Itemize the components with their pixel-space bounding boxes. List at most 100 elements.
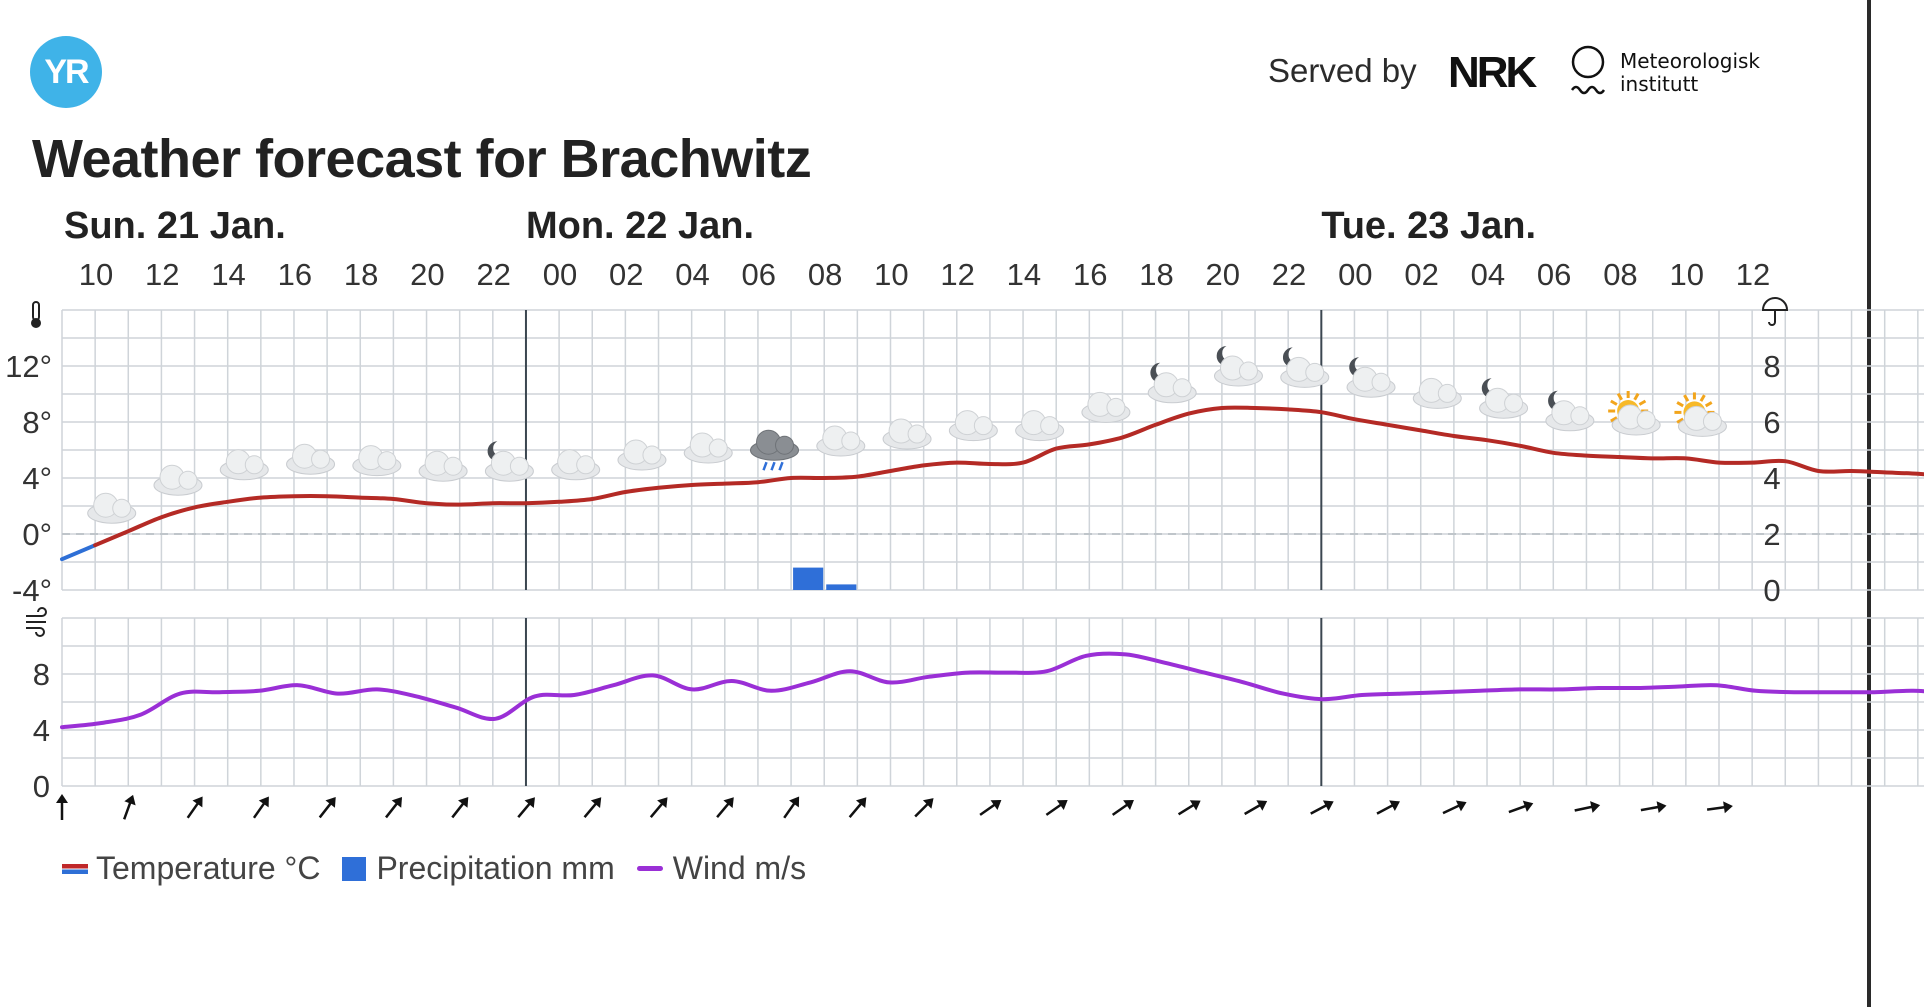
legend-temperature: Temperature °C bbox=[62, 850, 320, 887]
wind-arrow bbox=[914, 798, 934, 818]
hour-tick-label: 20 bbox=[1206, 257, 1240, 292]
hour-tick-label: 00 bbox=[543, 257, 577, 292]
cloud-icon bbox=[286, 443, 336, 475]
precipitation-tick-label: 2 bbox=[1763, 517, 1780, 552]
temperature-tick-label: 0° bbox=[22, 517, 52, 552]
legend-wind-label: Wind m/s bbox=[672, 850, 807, 886]
wind-swatch bbox=[636, 866, 663, 871]
met-institute-name[interactable]: Meteorologisk institutt bbox=[1620, 50, 1760, 96]
hour-tick-label: 18 bbox=[1139, 257, 1173, 292]
day-label: Tue. 23 Jan. bbox=[1321, 205, 1536, 247]
temperature-line-cold bbox=[60, 543, 98, 562]
precipitation-swatch bbox=[342, 856, 367, 881]
hour-tick-label: 22 bbox=[1272, 257, 1306, 292]
wind-tick-label: 4 bbox=[33, 713, 50, 748]
precipitation-axis-ticks: 0 2 4 6 8 bbox=[1763, 349, 1780, 608]
nrk-logo[interactable]: NRK bbox=[1448, 48, 1537, 97]
partly-cloudy-night-icon bbox=[1346, 357, 1396, 398]
yr-logo-text: YR bbox=[44, 52, 89, 91]
hour-tick-labels: 10 12 14 16 18 20 22 00 02 04 06 08 10 12 14 16 18 20 22 00… bbox=[79, 257, 1770, 292]
day-label: Sun. 21 Jan. bbox=[64, 205, 286, 247]
cloud-icon bbox=[948, 410, 998, 442]
cloud-icon bbox=[617, 439, 667, 471]
hour-tick-label: 10 bbox=[874, 257, 908, 292]
forecast-chart: Sun. 21 Jan. Mon. 22 Jan. Tue. 23 Jan. 10 1… bbox=[5, 205, 1924, 820]
hour-tick-label: 16 bbox=[278, 257, 312, 292]
wind-arrow bbox=[1310, 800, 1334, 815]
wind-arrow bbox=[1045, 799, 1068, 816]
met-name-line2: institutt bbox=[1620, 72, 1699, 96]
wind-arrow bbox=[517, 797, 535, 818]
precipitation-tick-label: 4 bbox=[1763, 461, 1780, 496]
temperature-line-warm bbox=[93, 405, 1924, 548]
partly-sunny-icon bbox=[1674, 392, 1727, 437]
wind-icon bbox=[26, 607, 47, 637]
day-label: Mon. 22 Jan. bbox=[526, 205, 754, 247]
precipitation-tick-label: 6 bbox=[1763, 405, 1780, 440]
precipitation-tick-label: 8 bbox=[1763, 349, 1780, 384]
temperature-swatch bbox=[62, 863, 88, 874]
cloud-icon bbox=[352, 445, 402, 477]
legend-wind: Wind m/s bbox=[636, 850, 807, 887]
wind-arrow bbox=[451, 796, 469, 819]
wind-line bbox=[60, 651, 1924, 730]
hour-tick-label: 12 bbox=[940, 257, 974, 292]
partly-cloudy-night-icon bbox=[484, 441, 534, 482]
wind-arrow bbox=[385, 796, 403, 819]
wind-arrow bbox=[1177, 800, 1201, 816]
wind-arrow bbox=[318, 796, 336, 819]
wind-arrow bbox=[783, 796, 800, 819]
partly-cloudy-night-icon bbox=[1213, 346, 1263, 387]
cloud-icon bbox=[1015, 410, 1065, 442]
wind-tick-label: 0 bbox=[33, 769, 50, 804]
wind-arrow bbox=[123, 794, 136, 820]
hour-tick-label: 12 bbox=[145, 257, 179, 292]
cloud-icon bbox=[816, 425, 866, 457]
weather-symbols bbox=[87, 346, 1727, 524]
wind-arrow bbox=[252, 796, 269, 819]
hour-tick-label: 08 bbox=[808, 257, 842, 292]
wind-arrow bbox=[848, 797, 867, 818]
cloud-icon bbox=[551, 449, 601, 481]
partly-sunny-icon bbox=[1608, 391, 1661, 436]
window-edge bbox=[1867, 0, 1871, 1007]
precipitation-bars bbox=[793, 567, 857, 590]
hour-tick-label: 10 bbox=[1669, 257, 1703, 292]
cloud-icon bbox=[219, 449, 269, 481]
hour-tick-label: 14 bbox=[211, 257, 245, 292]
day-labels: Sun. 21 Jan. Mon. 22 Jan. Tue. 23 Jan. bbox=[64, 205, 1536, 247]
wind-arrow bbox=[649, 797, 668, 818]
precipitation-tick-label: 0 bbox=[1763, 573, 1780, 608]
precipitation-bar bbox=[793, 567, 824, 590]
hour-tick-label: 00 bbox=[1338, 257, 1372, 292]
partly-cloudy-night-icon bbox=[1545, 390, 1595, 432]
hour-tick-label: 22 bbox=[476, 257, 510, 292]
wind-arrow bbox=[1574, 801, 1601, 813]
hour-tick-label: 02 bbox=[609, 257, 643, 292]
legend-precipitation-label: Precipitation mm bbox=[376, 850, 615, 886]
hour-tick-label: 12 bbox=[1736, 257, 1770, 292]
cloud-icon bbox=[1081, 391, 1131, 423]
met-name-line1: Meteorologisk bbox=[1620, 49, 1761, 73]
rain-cloud-icon bbox=[750, 429, 800, 471]
temperature-tick-label: -4° bbox=[12, 573, 52, 608]
wind-arrow bbox=[1376, 800, 1400, 815]
wind-axis-ticks: 0 4 8 bbox=[33, 657, 50, 804]
chart-legend: Temperature °C Precipitation mm Wind m/s bbox=[62, 850, 828, 887]
temperature-tick-label: 8° bbox=[22, 405, 52, 440]
wind-arrow bbox=[1442, 800, 1467, 815]
precipitation-bar bbox=[826, 584, 857, 590]
cloud-icon bbox=[87, 492, 137, 524]
yr-logo[interactable]: YR bbox=[30, 36, 102, 108]
temperature-axis-ticks: -4° 0° 4° 8° 12° bbox=[5, 349, 52, 608]
hour-tick-label: 14 bbox=[1007, 257, 1041, 292]
hour-tick-label: 04 bbox=[675, 257, 709, 292]
met-institute-icon bbox=[1570, 45, 1606, 95]
hour-tick-label: 04 bbox=[1471, 257, 1505, 292]
legend-temperature-label: Temperature °C bbox=[96, 850, 321, 886]
wind-arrow bbox=[1111, 799, 1134, 816]
hour-tick-label: 08 bbox=[1603, 257, 1637, 292]
hour-tick-label: 20 bbox=[410, 257, 444, 292]
wind-grid bbox=[61, 617, 1924, 787]
umbrella-icon bbox=[1761, 297, 1789, 326]
